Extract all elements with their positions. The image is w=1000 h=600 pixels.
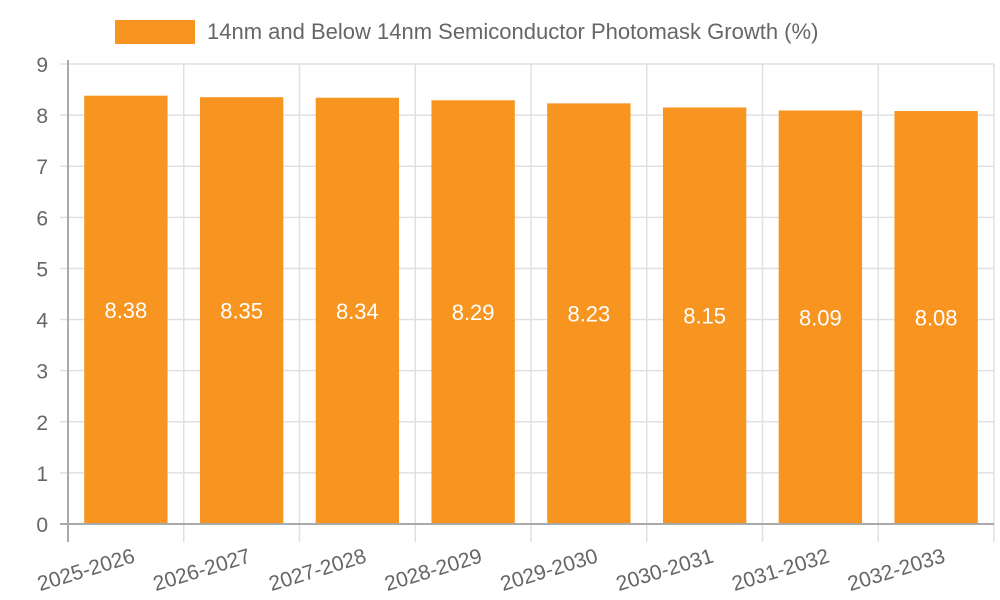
bar[interactable] [547,103,631,524]
y-tick-label: 5 [36,258,48,281]
data-label: 8.34 [336,299,379,324]
data-label: 8.29 [452,300,495,325]
x-tick-label: 2027-2028 [266,545,369,596]
data-label: 8.15 [683,304,726,329]
y-tick-label: 9 [36,54,48,77]
bar[interactable] [778,110,863,524]
y-tick-label: 3 [36,361,48,384]
x-tick-label: 2029-2030 [498,545,601,596]
data-label: 8.23 [567,302,610,327]
data-label: 8.09 [799,305,842,330]
x-tick-label: 2026-2027 [151,545,254,596]
axes [60,60,994,542]
y-tick-label: 2 [36,412,48,435]
y-tick-label: 7 [36,156,48,179]
legend-label: 14nm and Below 14nm Semiconductor Photom… [207,19,819,44]
x-axis-ticks: 2025-2026 2026-2027 2027-2028 2028-2029 2029… [35,545,948,596]
x-tick-label: 2030-2031 [614,545,717,596]
y-tick-label: 6 [36,207,48,230]
legend[interactable]: 14nm and Below 14nm Semiconductor Photom… [0,18,1000,46]
bars: 8.38 8.35 8.34 8.29 8.23 8.15 8.09 8.08 [84,95,978,525]
bar[interactable] [662,107,747,524]
bar[interactable] [315,97,400,524]
bar[interactable] [431,100,515,525]
data-label: 8.08 [915,306,958,331]
y-tick-label: 0 [36,514,48,537]
bar[interactable] [199,97,284,524]
y-tick-label: 8 [36,105,48,128]
y-tick-label: 4 [36,310,48,333]
x-tick-label: 2032-2033 [845,545,948,596]
y-tick-label: 1 [36,463,48,486]
data-label: 8.38 [104,298,147,323]
bar[interactable] [894,111,978,525]
x-tick-label: 2025-2026 [35,545,138,596]
x-tick-label: 2031-2032 [729,545,832,596]
bar[interactable] [84,95,168,524]
data-label: 8.35 [220,299,263,324]
y-axis-ticks: 0 1 2 3 4 5 6 7 8 9 [36,54,48,537]
x-tick-label: 2028-2029 [382,545,485,596]
legend-swatch[interactable] [115,20,195,44]
